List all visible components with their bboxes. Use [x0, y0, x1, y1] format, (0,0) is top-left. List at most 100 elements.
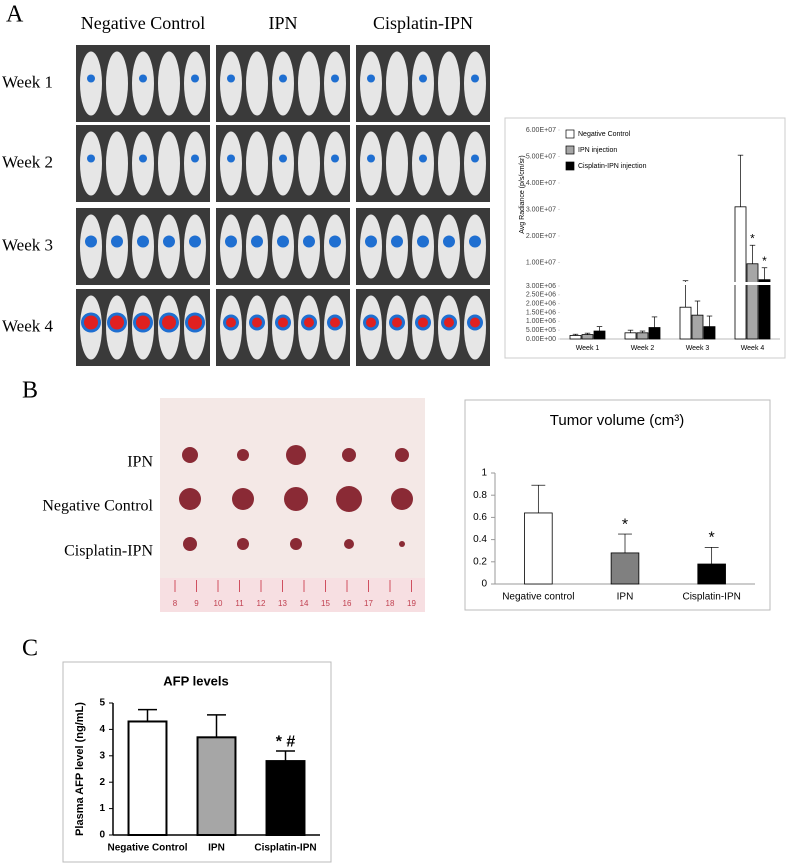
y-tick-label: 1.50E+06 — [526, 309, 556, 316]
tumor — [237, 538, 249, 550]
panel-label: A — [6, 2, 24, 28]
y-tick-label: 5.00E+05 — [526, 327, 556, 334]
tumor — [179, 488, 201, 510]
tumor — [290, 538, 302, 550]
legend-label: IPN injection — [578, 147, 617, 154]
bar — [679, 306, 692, 340]
significance-label: * — [709, 530, 715, 547]
signal — [279, 74, 287, 83]
signal — [188, 315, 202, 330]
signal — [419, 154, 427, 163]
tumor — [342, 448, 356, 462]
x-tick-label: Week 3 — [686, 345, 710, 352]
y-tick-label: 5 — [99, 698, 105, 709]
mouse — [272, 51, 294, 116]
y-tick-label: 2 — [99, 777, 105, 788]
legend-label: Negative Control — [578, 131, 631, 138]
mouse — [438, 51, 460, 116]
bar — [648, 327, 661, 340]
signal — [471, 74, 479, 83]
signal — [367, 74, 375, 83]
ruler-label: 14 — [300, 599, 309, 608]
signal — [251, 235, 263, 248]
bar — [127, 720, 168, 836]
signal — [366, 317, 376, 328]
bar — [593, 330, 606, 340]
signal — [330, 317, 340, 328]
signal — [367, 154, 375, 163]
tumor — [286, 445, 306, 465]
signal — [331, 154, 339, 163]
signal — [139, 74, 147, 83]
photo-label: Negative Control — [42, 498, 153, 515]
ruler-label: 19 — [407, 599, 416, 608]
signal — [227, 154, 235, 163]
bar — [703, 326, 716, 340]
y-tick-label: 0 — [99, 830, 105, 841]
mouse — [246, 131, 268, 196]
signal — [226, 317, 236, 328]
y-tick-label: 0 — [481, 579, 487, 590]
bar — [265, 760, 306, 837]
tumor — [237, 449, 249, 461]
ruler-label: 17 — [364, 599, 373, 608]
bar — [746, 263, 759, 340]
signal — [85, 235, 97, 248]
panel-label: B — [22, 378, 38, 404]
significance-label: * — [622, 516, 628, 533]
signal — [417, 235, 429, 248]
signal — [303, 235, 315, 248]
row-label: Week 2 — [2, 152, 53, 171]
bar — [610, 552, 640, 585]
ruler-label: 12 — [257, 599, 266, 608]
x-tick-label: Negative control — [502, 592, 574, 603]
x-tick-label: Cisplatin-IPN — [254, 843, 316, 854]
tumor — [232, 488, 254, 510]
signal — [444, 317, 454, 328]
signal — [87, 74, 95, 83]
signal — [139, 154, 147, 163]
x-tick-label: Negative Control — [107, 843, 187, 854]
ruler-label: 9 — [194, 599, 199, 608]
tumor — [182, 447, 198, 463]
bar — [758, 279, 771, 340]
signal — [278, 317, 288, 328]
signal — [304, 317, 314, 328]
y-tick-label: 0.4 — [473, 534, 487, 545]
signal — [137, 235, 149, 248]
y-axis-label: Plasma AFP level (ng/mL) — [74, 702, 86, 836]
significance-label: * — [750, 231, 755, 245]
row-label: Week 3 — [2, 235, 53, 254]
mouse — [106, 131, 128, 196]
bar — [581, 334, 594, 340]
y-tick-label: 0.8 — [473, 490, 487, 501]
mouse — [464, 131, 486, 196]
bar — [691, 314, 704, 340]
tumor — [284, 487, 308, 511]
y-tick-label: 3 — [99, 750, 105, 761]
signal — [443, 235, 455, 248]
tumor — [183, 537, 197, 551]
bar — [524, 512, 553, 585]
mouse — [184, 131, 206, 196]
mouse — [386, 51, 408, 116]
signal — [391, 235, 403, 248]
ruler-label: 15 — [321, 599, 330, 608]
signal — [136, 315, 150, 330]
y-tick-label: 1.00E+07 — [526, 259, 556, 266]
column-label: Negative Control — [81, 13, 205, 33]
ruler-label: 10 — [214, 599, 223, 608]
significance-label: * — [762, 254, 767, 268]
mouse — [324, 51, 346, 116]
legend-label: Cisplatin-IPN injection — [578, 163, 647, 170]
y-tick-label: 3.00E+06 — [526, 283, 556, 290]
signal — [418, 317, 428, 328]
signal — [163, 235, 175, 248]
ruler-label: 16 — [343, 599, 352, 608]
y-tick-label: 0.2 — [473, 556, 487, 567]
mouse — [80, 131, 102, 196]
signal — [162, 315, 176, 330]
row-label: Week 1 — [2, 72, 53, 91]
tumor — [336, 486, 362, 512]
